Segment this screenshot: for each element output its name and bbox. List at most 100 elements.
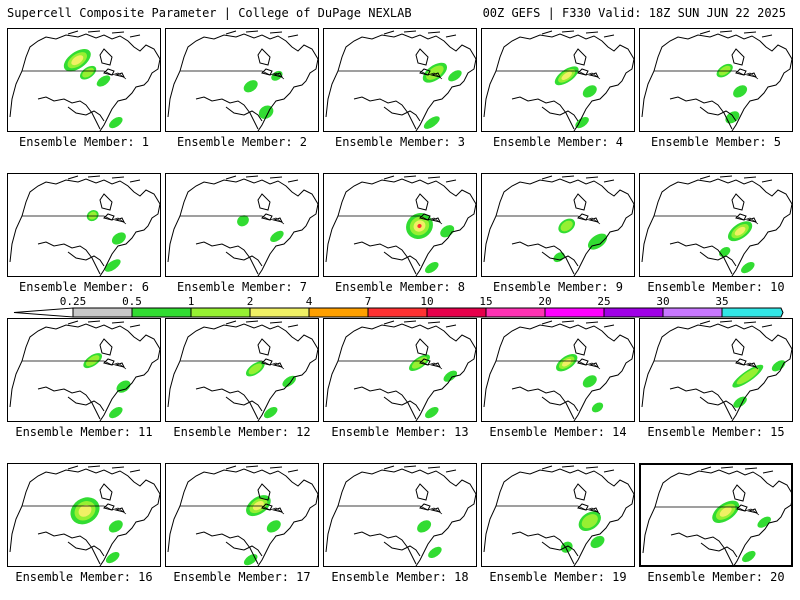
coastline	[9, 33, 160, 131]
country-border	[655, 506, 760, 516]
ensemble-member-label: Ensemble Member: 1	[18, 135, 150, 149]
ensemble-map-panel	[639, 318, 793, 422]
coastline	[195, 241, 259, 275]
arctic-islands	[700, 466, 774, 474]
ensemble-map-panel	[7, 318, 161, 422]
country-border	[338, 360, 443, 370]
country-border	[180, 70, 285, 80]
country-border	[338, 505, 443, 515]
coastline	[732, 484, 746, 502]
ensemble-map-panel	[165, 28, 319, 132]
scp-contour	[243, 80, 258, 93]
coastline	[511, 96, 575, 130]
page-title: Supercell Composite Parameter | College …	[7, 6, 412, 20]
colorbar-legend: 0.25 0.5 1 2 4 7 10 15 20 25 30 35	[13, 296, 784, 318]
coastline	[699, 251, 737, 267]
colorbar-segment	[662, 307, 723, 318]
scp-contour	[116, 380, 131, 393]
scp-contour	[426, 65, 444, 80]
colorbar-segment	[190, 307, 251, 318]
ensemble-member-label: Ensemble Member: 3	[334, 135, 466, 149]
ensemble-map-panel	[481, 318, 635, 422]
ensemble-map-panel	[7, 463, 161, 567]
ensemble-member-label: Ensemble Member: 8	[334, 280, 466, 294]
scp-contour	[560, 220, 573, 232]
valid-time-label: 00Z GEFS | F330 Valid: 18Z SUN JUN 22 20…	[482, 6, 786, 20]
scp-contour	[757, 516, 771, 528]
coastline	[735, 68, 757, 78]
coastline	[669, 241, 733, 275]
coastline	[103, 213, 125, 223]
north-america-map	[641, 30, 792, 131]
coastline	[167, 33, 318, 131]
ensemble-map-panel	[323, 28, 477, 132]
coastline	[67, 541, 105, 557]
scp-contour	[266, 520, 281, 533]
coastline	[699, 106, 737, 122]
colorbar-below-min	[13, 307, 74, 318]
colorbar-segment	[308, 307, 369, 318]
scp-contour	[742, 550, 756, 563]
north-america-map	[483, 465, 634, 566]
coastline	[573, 48, 587, 66]
coastline	[37, 531, 101, 565]
coastline	[99, 193, 113, 211]
ensemble-member-label: Ensemble Member: 18	[331, 570, 469, 584]
scp-contour	[719, 506, 732, 517]
north-america-map	[483, 320, 634, 421]
coastline	[511, 531, 575, 565]
arctic-islands	[699, 175, 773, 183]
coastline	[641, 178, 792, 276]
scp-contour	[736, 367, 759, 385]
scp-contour	[590, 535, 605, 549]
coastline	[9, 468, 160, 566]
scp-contour	[85, 355, 100, 367]
coastline	[541, 396, 579, 412]
ensemble-map-panel	[481, 463, 635, 567]
coastline	[415, 48, 429, 66]
country-border	[496, 70, 601, 80]
colorbar-segment	[485, 307, 546, 318]
coastline	[483, 468, 634, 566]
scp-contour	[237, 215, 249, 227]
ensemble-member-label: Ensemble Member: 7	[176, 280, 308, 294]
coastline	[9, 178, 160, 276]
scp-contour	[425, 407, 439, 419]
scp-contour	[111, 232, 126, 245]
scp-contour	[591, 402, 604, 413]
coastline	[577, 68, 599, 78]
coastline	[67, 251, 105, 267]
coastline	[37, 96, 101, 130]
coastline	[261, 213, 283, 223]
scp-contour	[108, 520, 123, 533]
scp-contour	[282, 375, 296, 387]
north-america-map	[167, 175, 318, 276]
scp-contour	[582, 85, 597, 98]
coastline	[670, 532, 734, 565]
coastline	[511, 241, 575, 275]
arctic-islands	[541, 320, 615, 328]
arctic-islands	[699, 30, 773, 38]
colorbar-tick-label: 35	[715, 296, 728, 308]
scp-contour	[741, 262, 755, 274]
scp-contour	[109, 117, 123, 129]
scp-contour	[734, 226, 746, 236]
coastline	[641, 323, 792, 421]
colorbar-tick-label: 30	[656, 296, 669, 308]
north-america-map	[325, 175, 476, 276]
ensemble-member-label: Ensemble Member: 17	[173, 570, 311, 584]
coastline	[99, 338, 113, 356]
coastline	[325, 178, 476, 276]
colorbar-tick-label: 4	[306, 296, 313, 308]
country-border	[496, 360, 601, 370]
scp-contour	[417, 520, 432, 533]
colorbar-tick-label: 1	[188, 296, 195, 308]
coastline	[573, 193, 587, 211]
coastline	[573, 483, 587, 501]
arctic-islands	[383, 320, 457, 328]
coastline	[669, 96, 733, 130]
scp-contour	[109, 407, 123, 419]
ensemble-member-label: Ensemble Member: 14	[489, 425, 627, 439]
country-border	[180, 505, 285, 515]
coastline	[325, 323, 476, 421]
